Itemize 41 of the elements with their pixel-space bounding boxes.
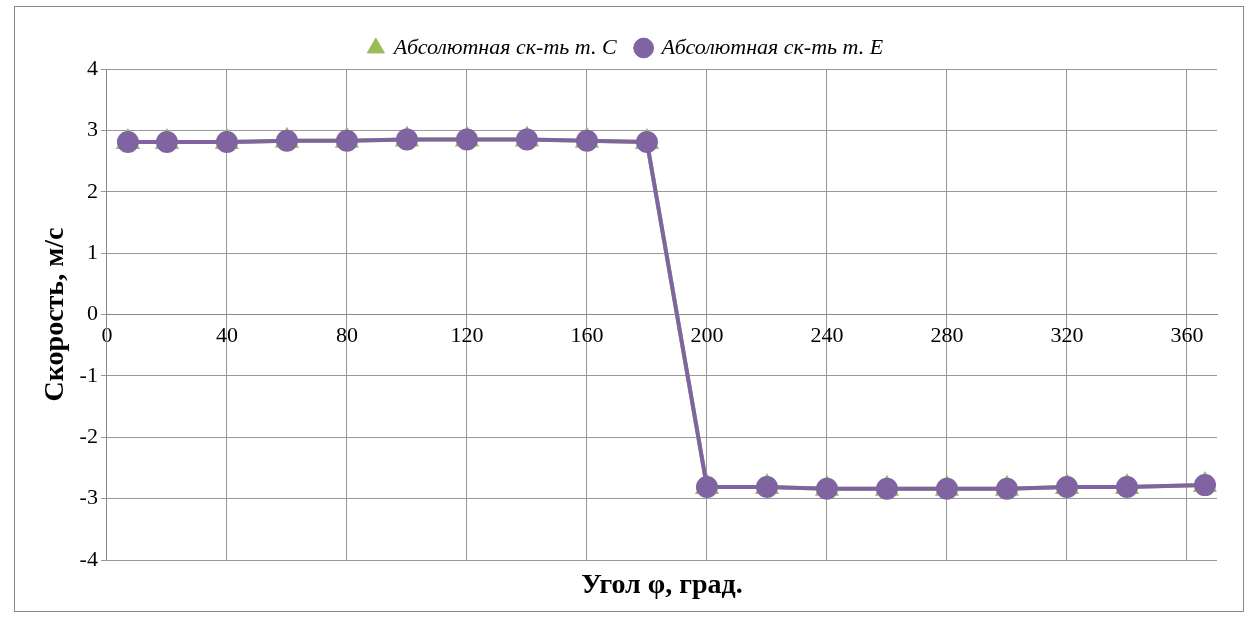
point — [935, 477, 958, 500]
x-tick-label: 120 — [450, 322, 484, 348]
x-tick-label: 360 — [1170, 322, 1204, 348]
legend-label: Абсолютная ск-ть т. C — [391, 33, 617, 59]
x-tick-label: 160 — [570, 322, 604, 348]
point — [215, 131, 238, 154]
point — [755, 475, 778, 498]
x-tick-label: 200 — [690, 322, 724, 348]
point — [815, 477, 838, 500]
point — [1055, 475, 1078, 498]
y-tick-label: 1 — [86, 238, 98, 264]
point — [275, 129, 298, 152]
y-tick-label: -1 — [79, 361, 98, 387]
x-tick-label: 240 — [810, 322, 844, 348]
point — [575, 129, 598, 152]
y-tick-label: -2 — [79, 423, 98, 449]
point — [635, 131, 658, 154]
x-tick-label: 40 — [215, 322, 238, 348]
point — [995, 477, 1018, 500]
point — [155, 131, 178, 154]
y-tick-label: -3 — [79, 484, 98, 510]
point — [515, 128, 538, 151]
x-tick-label: 280 — [930, 322, 964, 348]
y-tick-label: 2 — [86, 177, 98, 203]
point — [1115, 475, 1138, 498]
point — [875, 477, 898, 500]
y-tick-label: -4 — [79, 545, 98, 571]
x-tick-label: 320 — [1050, 322, 1084, 348]
y-axis-title: Скорость, м/с — [38, 227, 70, 402]
y-tick-label: 4 — [86, 54, 98, 80]
point — [335, 129, 358, 152]
point — [1194, 474, 1216, 497]
point — [116, 131, 139, 154]
point — [695, 475, 718, 498]
y-tick-label: 0 — [86, 300, 98, 326]
point — [395, 128, 418, 151]
x-axis-title: Угол φ, град. — [581, 568, 743, 600]
point — [455, 128, 478, 151]
y-tick-label: 3 — [86, 116, 98, 142]
legend-label: Абсолютная ск-ть т. E — [659, 33, 884, 59]
x-tick-label: 80 — [335, 322, 358, 348]
